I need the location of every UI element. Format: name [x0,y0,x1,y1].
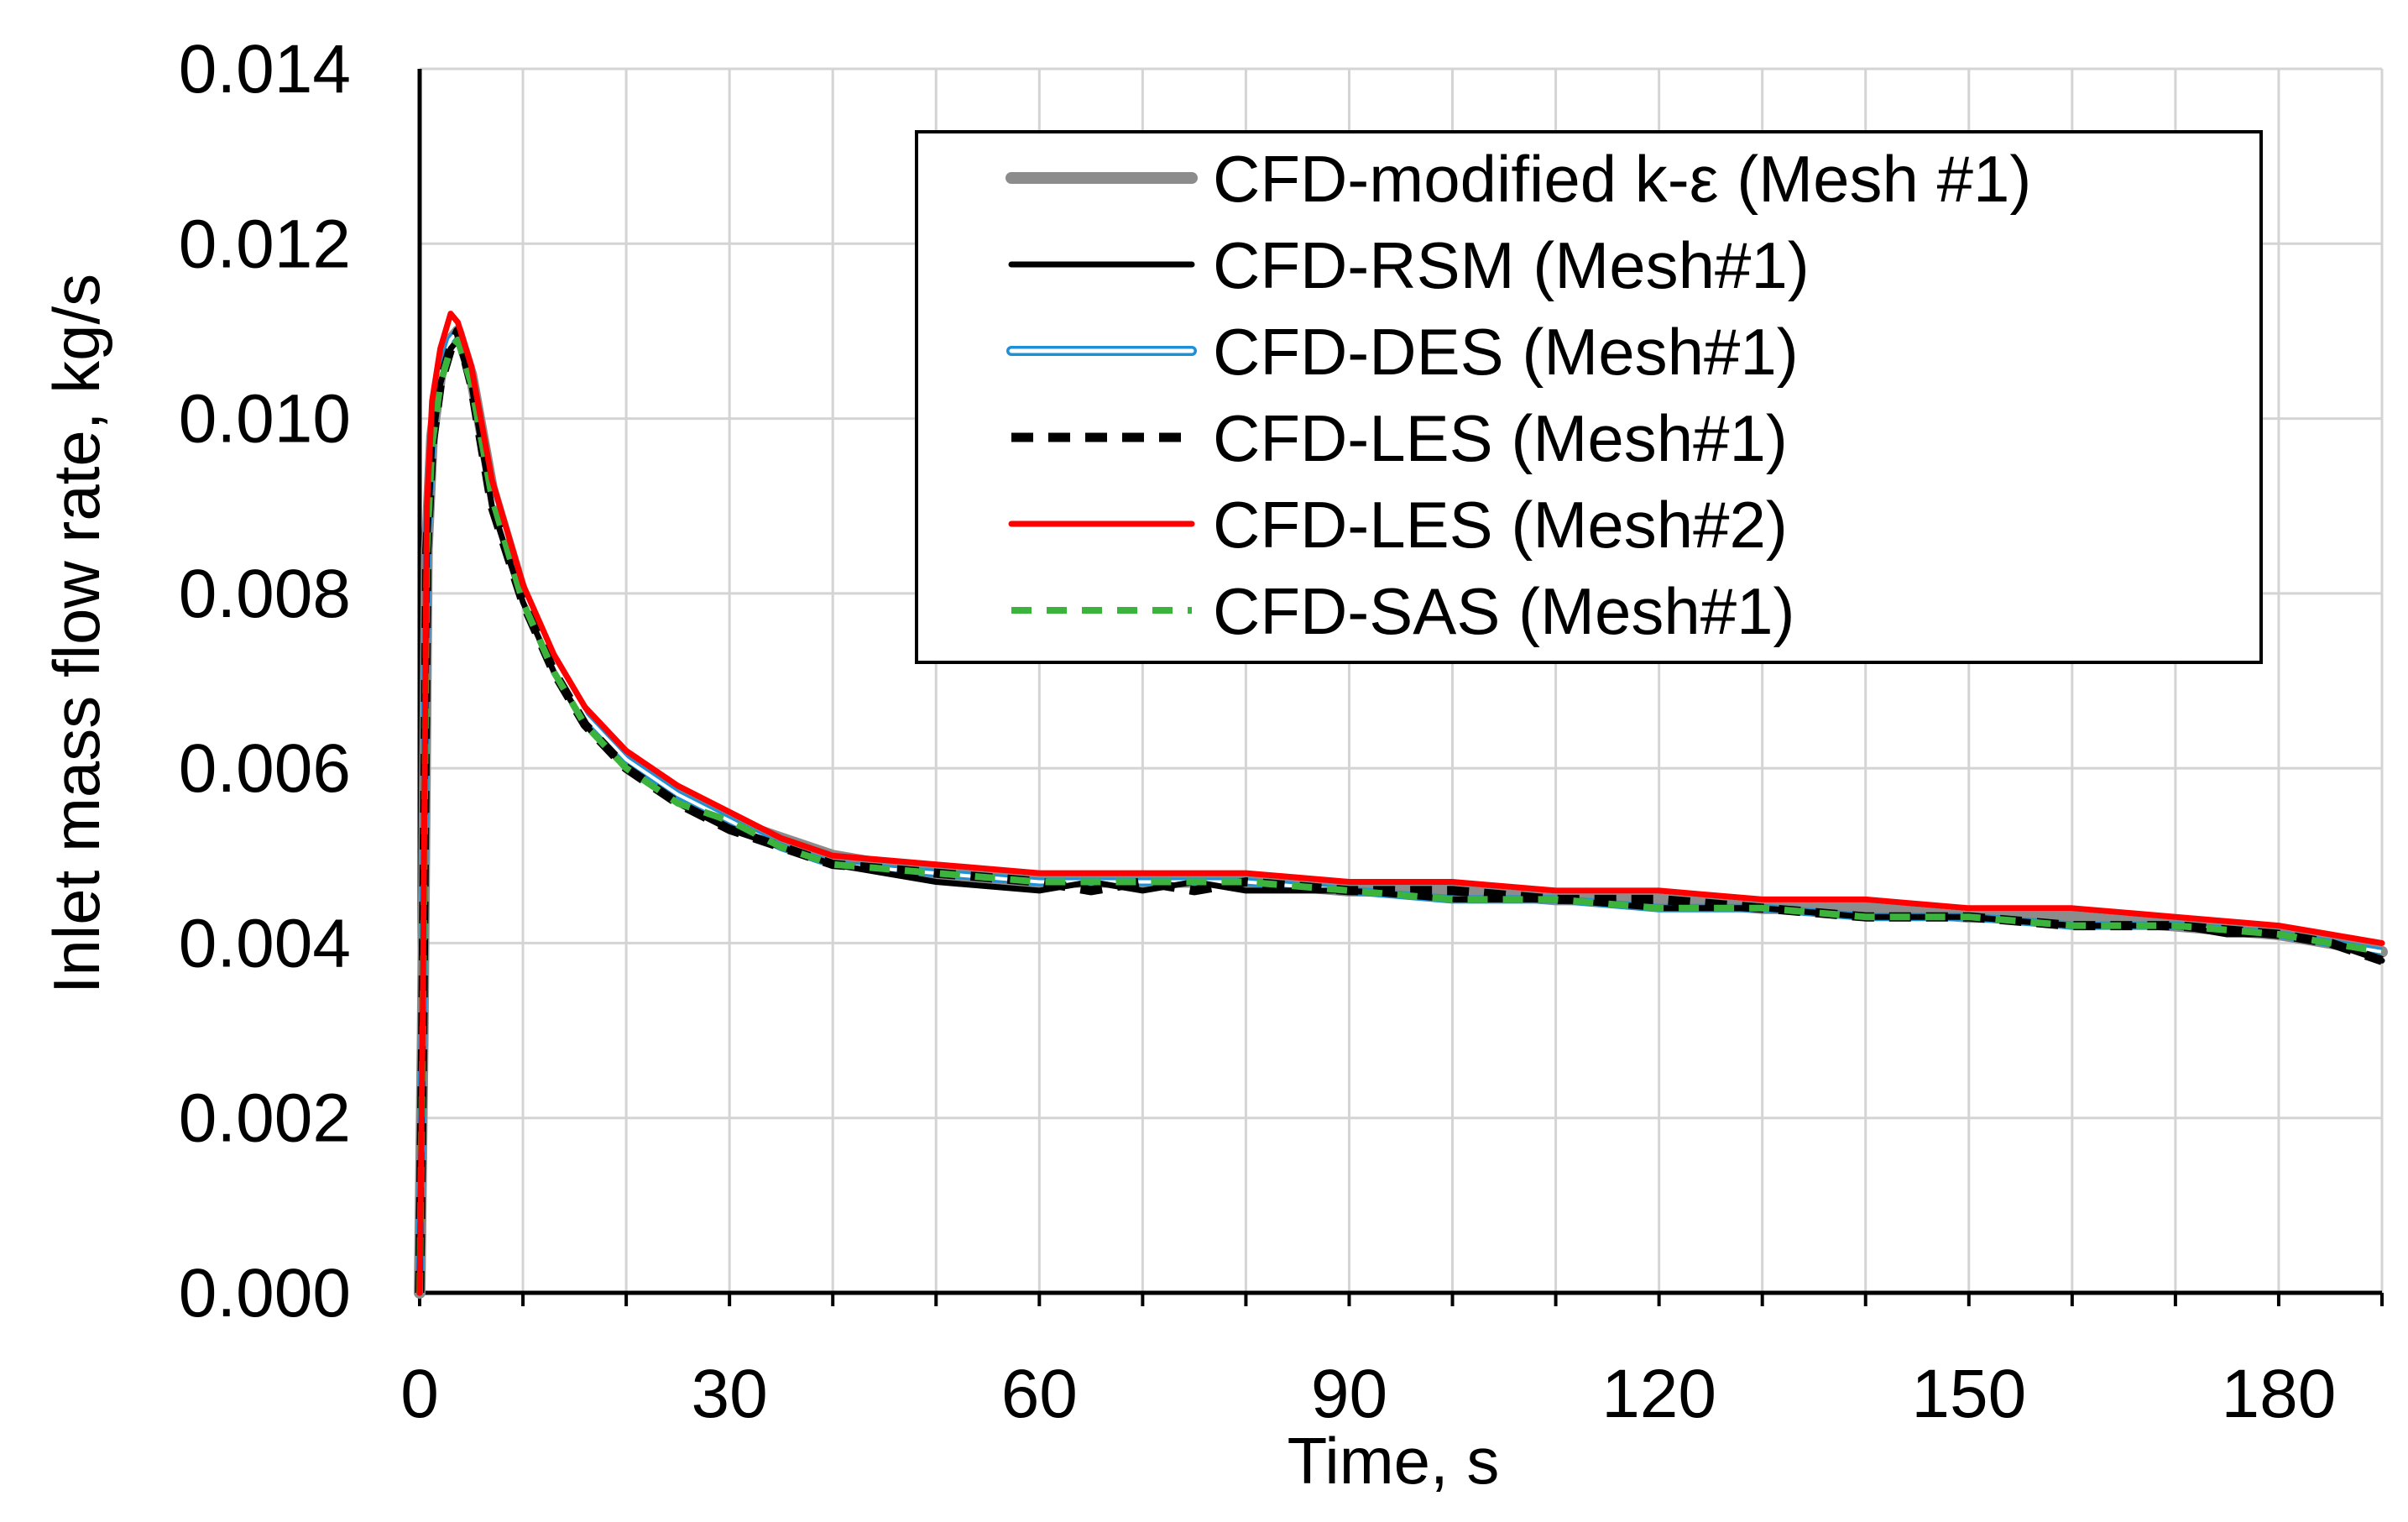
x-axis-title: Time, s [1288,1424,1500,1498]
y-axis-title: Inlet mass flow rate, kg/s [39,274,113,994]
x-tick-label: 60 [1001,1356,1078,1432]
x-tick-label: 180 [2222,1356,2337,1432]
legend-series-2-label: CFD-RSM (Mesh#1) [1213,228,1810,302]
x-tick-label: 30 [692,1356,768,1432]
legend-series-6-label: CFD-SAS (Mesh#1) [1213,574,1794,648]
legend-series-4-label: CFD-LES (Mesh#1) [1213,401,1788,475]
y-tick-label: 0.014 [179,31,351,107]
y-tick-label: 0.004 [179,905,351,981]
legend-series-3-label: CFD-DES (Mesh#1) [1213,315,1799,389]
y-tick-label: 0.012 [179,206,351,282]
x-tick-label: 120 [1601,1356,1716,1432]
legend: CFD-modified k-ε (Mesh #1) CFD-RSM (Mesh#… [915,130,2263,664]
y-tick-label: 0.002 [179,1080,351,1157]
x-tick-labels: 0 30 60 90 120 150 180 [400,1356,2336,1432]
legend-series-1-label: CFD-modified k-ε (Mesh #1) [1213,142,2031,216]
series-6-line [416,336,2383,1294]
y-tick-labels: 0.000 0.002 0.004 0.006 0.008 0.010 0.012 0.014 [179,31,351,1331]
legend-series-5-label: CFD-LES (Mesh#2) [1213,488,1788,562]
x-tick-label: 90 [1311,1356,1387,1432]
series-5-line [416,311,2385,1296]
y-tick-label: 0.000 [179,1255,351,1331]
legend-box [915,130,2263,664]
y-tick-label: 0.008 [179,556,351,632]
y-tick-label: 0.006 [179,730,351,807]
data-series [414,311,2388,1299]
x-tick-label: 0 [400,1356,439,1432]
x-tick-label: 150 [1911,1356,2026,1432]
y-tick-label: 0.010 [179,381,351,458]
